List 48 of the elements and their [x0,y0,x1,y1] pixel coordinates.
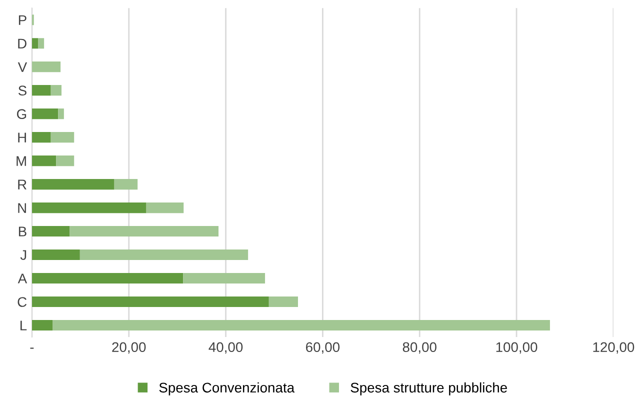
y-tick-label: J [20,250,26,260]
y-tick-label: N [18,203,26,213]
bar [183,272,266,284]
bar [32,108,58,120]
x-tick-label: 100,00 [496,342,538,354]
y-tick-label: V [18,62,28,72]
bar [114,179,138,190]
bar [268,296,298,308]
bar [70,226,219,237]
bar [80,249,248,260]
y-tick-label: C [18,297,27,307]
bar [32,249,80,260]
bar [32,62,61,72]
bar [32,156,56,166]
bar [52,320,550,331]
bar [32,202,146,214]
bar [32,296,269,308]
bar [32,38,38,49]
bar [32,85,51,96]
x-tick-label: 60,00 [306,342,340,354]
bar [50,85,62,96]
y-tick-label: R [18,180,26,190]
x-tick-label: 20,00 [112,342,146,354]
bar [32,320,53,331]
bar [32,272,184,284]
x-tick-label: - [30,348,34,349]
y-tick-label: P [18,15,26,25]
bar [32,226,70,237]
legend-label: Spesa Convenzionata [159,382,295,396]
y-tick-label: G [16,109,26,119]
y-tick-label: B [18,226,26,236]
y-tick-label: H [18,132,26,142]
y-tick-label: M [16,156,26,166]
bar [58,108,64,120]
bar [146,202,184,214]
bar [50,132,74,143]
bar [56,156,74,166]
bar [32,132,51,143]
y-tick-label: S [18,86,26,96]
legend-label: Spesa strutture pubbliche [350,382,507,396]
bar [32,179,114,190]
y-tick-label: D [18,38,26,48]
x-tick-label: 80,00 [402,342,436,354]
x-tick-label: 40,00 [208,342,243,354]
y-tick-label: A [18,274,28,284]
y-tick-label: L [20,320,27,330]
x-tick-label: 120,00 [593,342,634,354]
bar [38,38,44,49]
